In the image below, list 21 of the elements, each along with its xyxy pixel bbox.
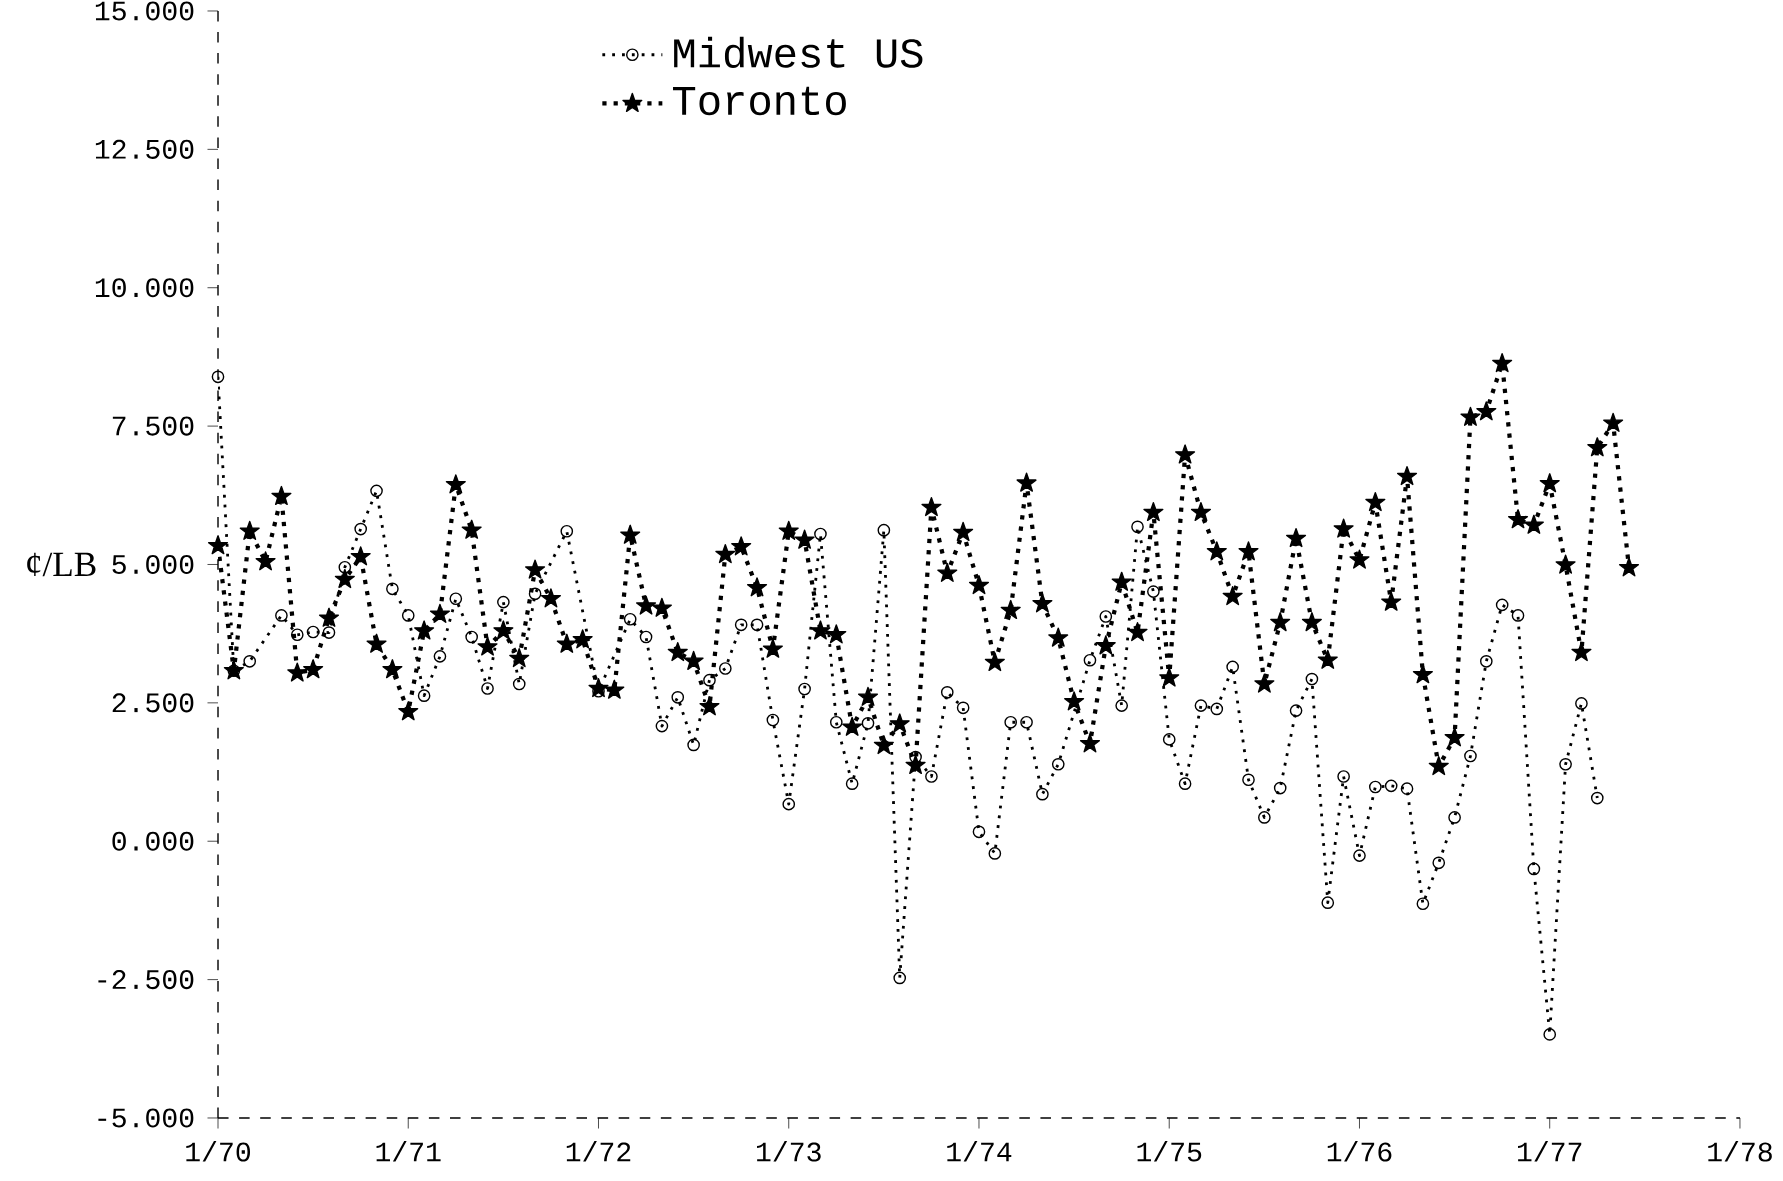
y-tick-label: 5.000 [112,554,194,575]
legend-label: Midwest US [674,36,923,68]
x-tick-label: 1/72 [566,1140,631,1162]
y-tick-label: 15.000 [95,1,194,21]
x-tick-label: 1/77 [1518,1140,1582,1162]
x-tick-label: 1/71 [376,1140,441,1162]
x-tick-label: 1/76 [1327,1140,1392,1162]
y-tick-label: 2.500 [112,693,194,713]
x-tick-label: 1/73 [757,1140,821,1162]
legend-label: Toronto [673,86,846,116]
x-tick-label: 1/75 [1137,1140,1202,1162]
y-tick-label: -2.500 [98,970,194,990]
y-tick-label: 10.000 [95,278,194,298]
x-tick-label: 1/70 [186,1140,251,1162]
x-tick-label: 1/74 [947,1140,1012,1162]
y-tick-label: 0.000 [112,831,194,851]
y-tick-label: 7.500 [112,416,194,436]
y-axis-title: ¢/LB [27,552,96,577]
y-tick-label: -5.000 [98,1108,194,1128]
y-tick-label: 12.500 [95,139,194,159]
x-tick-label: 1/78 [1708,1140,1772,1162]
